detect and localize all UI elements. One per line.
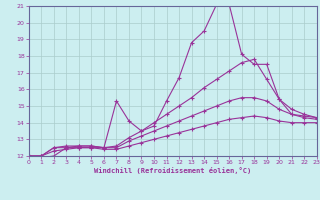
- X-axis label: Windchill (Refroidissement éolien,°C): Windchill (Refroidissement éolien,°C): [94, 167, 252, 174]
